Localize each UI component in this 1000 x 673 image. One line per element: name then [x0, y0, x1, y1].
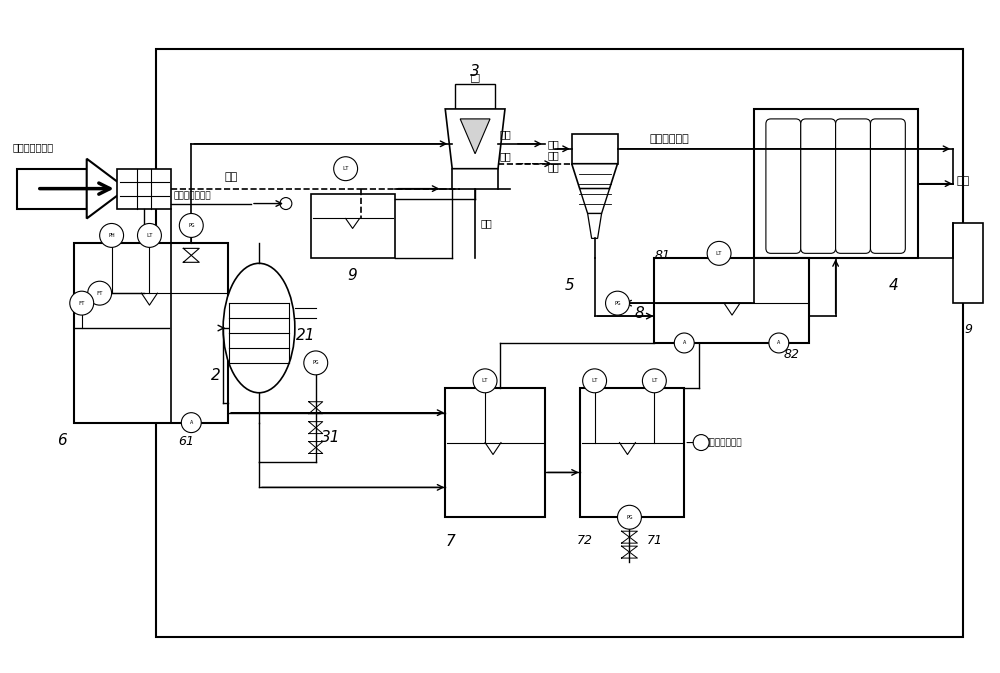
Text: A: A [683, 341, 686, 345]
Text: LT: LT [146, 233, 153, 238]
Text: FT: FT [78, 301, 85, 306]
Text: 油脂资源化处理: 油脂资源化处理 [704, 438, 742, 447]
Text: 餐厨垃圾渗滤液: 餐厨垃圾渗滤液 [12, 142, 53, 152]
Text: PG: PG [626, 515, 633, 520]
Text: LT: LT [716, 251, 722, 256]
Text: 2: 2 [211, 368, 221, 383]
Text: PG: PG [188, 223, 195, 228]
Text: PG: PG [313, 360, 319, 365]
Circle shape [642, 369, 666, 393]
Text: 6: 6 [57, 433, 67, 448]
Circle shape [88, 281, 112, 305]
Circle shape [100, 223, 124, 248]
Bar [572, 134, 618, 164]
Bar [311, 194, 395, 258]
Text: 污泥: 污泥 [480, 219, 492, 228]
Text: 82: 82 [784, 349, 800, 361]
FancyBboxPatch shape [801, 119, 836, 253]
Text: 1: 1 [140, 232, 149, 246]
Circle shape [583, 369, 607, 393]
Bar [455, 84, 495, 109]
Text: 桨液: 桨液 [224, 172, 238, 182]
Text: FT: FT [96, 291, 103, 295]
Circle shape [618, 505, 641, 529]
Polygon shape [460, 119, 490, 153]
Polygon shape [445, 109, 505, 169]
Ellipse shape [223, 263, 295, 393]
Text: 81: 81 [654, 249, 670, 262]
FancyBboxPatch shape [836, 119, 870, 253]
Circle shape [138, 223, 161, 248]
FancyBboxPatch shape [870, 119, 905, 253]
Bar [754, 109, 918, 258]
Text: LT: LT [591, 378, 598, 384]
Circle shape [304, 351, 328, 375]
Text: 3: 3 [470, 64, 480, 79]
Text: 9: 9 [964, 323, 972, 336]
Text: A: A [777, 341, 780, 345]
Text: 4: 4 [888, 278, 898, 293]
Text: 72: 72 [577, 534, 593, 547]
Circle shape [181, 413, 201, 433]
Text: LT: LT [651, 378, 658, 384]
Circle shape [606, 291, 629, 315]
Polygon shape [87, 159, 127, 219]
Circle shape [334, 157, 358, 180]
Bar [580, 388, 684, 518]
Polygon shape [17, 169, 87, 209]
Text: 21: 21 [296, 328, 315, 343]
Text: 二次
分离
污泥: 二次 分离 污泥 [548, 139, 560, 172]
Text: 8: 8 [635, 306, 644, 320]
Bar [156, 49, 963, 637]
Text: A: A [190, 420, 193, 425]
Circle shape [473, 369, 497, 393]
Circle shape [674, 333, 694, 353]
Circle shape [70, 291, 94, 315]
Text: □: □ [470, 72, 480, 82]
Circle shape [769, 333, 789, 353]
Bar [445, 388, 545, 518]
Text: PG: PG [614, 301, 621, 306]
Polygon shape [572, 164, 618, 188]
Text: 61: 61 [178, 435, 194, 448]
Bar [654, 258, 809, 343]
Bar [117, 169, 171, 209]
Text: 7: 7 [445, 534, 455, 549]
Circle shape [693, 435, 709, 450]
Bar [74, 244, 228, 423]
Bar [953, 223, 983, 303]
Text: PH: PH [108, 233, 115, 238]
FancyBboxPatch shape [766, 119, 801, 253]
Text: 二次分离液体: 二次分离液体 [649, 134, 689, 144]
Circle shape [179, 213, 203, 238]
Text: LT: LT [342, 166, 349, 171]
Text: 水相: 水相 [500, 129, 512, 139]
Text: 5: 5 [565, 278, 575, 293]
Text: 9: 9 [348, 269, 357, 283]
Text: LT: LT [482, 378, 488, 384]
Polygon shape [580, 188, 610, 213]
Circle shape [280, 198, 292, 209]
Circle shape [707, 242, 731, 265]
Text: 71: 71 [646, 534, 662, 547]
Polygon shape [588, 213, 602, 238]
Text: 31: 31 [321, 430, 340, 445]
Text: 油相: 油相 [500, 151, 512, 161]
Text: 输出: 输出 [956, 176, 969, 186]
Text: 污泥资源化处理: 污泥资源化处理 [173, 192, 211, 201]
